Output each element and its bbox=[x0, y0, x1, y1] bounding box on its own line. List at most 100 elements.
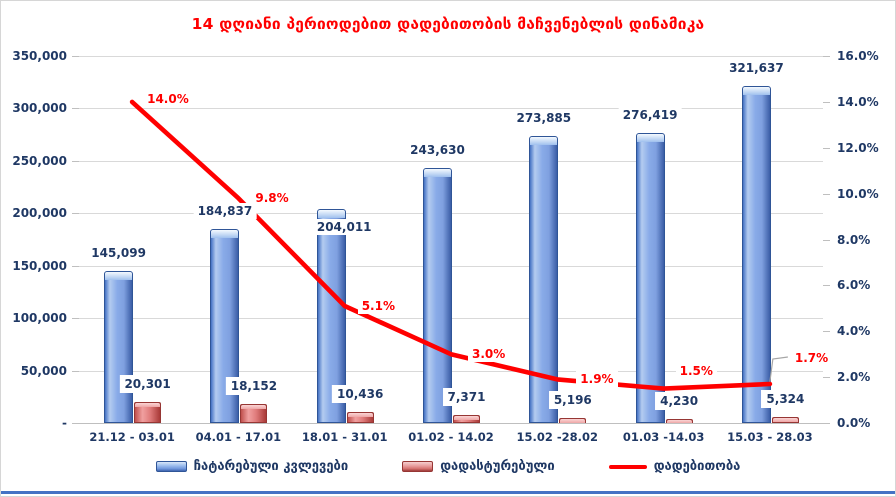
x-axis-label: 01.02 - 14.02 bbox=[408, 430, 494, 444]
y-axis-right-tick-label: 4.0% bbox=[837, 324, 871, 339]
y-axis-right-tick bbox=[823, 239, 830, 241]
bar-value-label: 20,301 bbox=[119, 374, 176, 393]
y-axis-right-tick-label: 6.0% bbox=[837, 278, 871, 293]
y-axis-left-tick-label: 300,000 bbox=[12, 101, 67, 116]
line-point-label: 1.7% bbox=[790, 350, 833, 366]
legend-bar-swatch bbox=[402, 461, 434, 472]
gridline bbox=[79, 108, 823, 110]
bar-confirmed bbox=[346, 412, 374, 423]
y-axis-right-tick bbox=[823, 147, 830, 149]
label-leader-line bbox=[769, 356, 788, 383]
legend-label: დადასტურებული bbox=[440, 459, 555, 474]
bar-value-label: 18,152 bbox=[225, 377, 283, 395]
bar-top-highlight bbox=[347, 413, 373, 418]
bar-confirmed bbox=[559, 417, 587, 423]
bar-top-highlight bbox=[135, 402, 161, 407]
y-axis-right-tick-label: 2.0% bbox=[837, 370, 871, 385]
x-axis-label: 18.01 - 31.01 bbox=[301, 430, 388, 444]
y-axis-right-tick-label: 0.0% bbox=[837, 416, 871, 430]
legend-label: დადებითობა bbox=[653, 459, 741, 474]
y-axis-left-tick-label: 350,000 bbox=[12, 49, 67, 63]
bar-tests bbox=[635, 133, 665, 423]
bar-top-highlight bbox=[105, 271, 133, 280]
bar-top-highlight bbox=[560, 418, 586, 423]
bar-top-highlight bbox=[454, 416, 479, 421]
bar-value-label: 321,637 bbox=[725, 59, 788, 76]
chart-title: 14 დღიანი პერიოდებით დადებითობის მაჩვენე… bbox=[191, 15, 705, 33]
bar-value-label: 273,885 bbox=[512, 109, 576, 126]
gridline bbox=[79, 160, 823, 162]
y-axis-right-tick-label: 10.0% bbox=[837, 186, 879, 201]
bar-top-highlight bbox=[317, 210, 345, 219]
bar-value-label: 276,419 bbox=[618, 107, 682, 124]
bar-confirmed bbox=[665, 418, 693, 424]
y-axis-left-tick bbox=[72, 213, 79, 215]
legend-item: დადასტურებული bbox=[402, 459, 555, 474]
bar-value-label: 4,230 bbox=[655, 391, 704, 410]
y-axis-left-tick bbox=[72, 318, 79, 320]
y-axis-left-tick bbox=[72, 56, 79, 57]
y-axis-right-tick-label: 14.0% bbox=[837, 94, 879, 109]
legend-line-swatch bbox=[608, 464, 647, 469]
bar-top-highlight bbox=[636, 134, 664, 143]
bar-top-highlight bbox=[742, 86, 770, 95]
bar-value-label: 184,837 bbox=[193, 203, 257, 220]
y-axis-right-tick bbox=[823, 56, 830, 57]
y-axis-left-tick bbox=[72, 370, 79, 372]
bar-confirmed bbox=[771, 417, 799, 423]
legend-item: ჩატარებული კვლევები bbox=[155, 459, 349, 474]
line-point-label: 14.0% bbox=[143, 90, 193, 107]
y-axis-left-tick bbox=[72, 160, 79, 162]
y-axis-left-tick-label: - bbox=[62, 416, 67, 430]
y-axis-right-tick bbox=[823, 101, 830, 103]
y-axis-right-tick-label: 8.0% bbox=[837, 232, 871, 247]
bar-top-highlight bbox=[211, 230, 239, 239]
line-point-label: 3.0% bbox=[468, 346, 510, 363]
line-point-label: 1.5% bbox=[675, 362, 717, 379]
y-axis-left-tick bbox=[72, 108, 79, 110]
bar-value-label: 5,196 bbox=[548, 390, 597, 409]
y-axis-left-tick-label: 200,000 bbox=[12, 206, 67, 221]
y-axis-right-tick-label: 16.0% bbox=[837, 49, 879, 63]
y-axis-left-tick bbox=[72, 265, 79, 267]
bar-value-label: 10,436 bbox=[332, 385, 389, 404]
y-axis-right-tick-label: 12.0% bbox=[837, 140, 879, 155]
bar-top-highlight bbox=[241, 405, 267, 409]
bar-tests bbox=[423, 167, 452, 423]
bottom-rule bbox=[1, 491, 895, 494]
bar-tests bbox=[529, 135, 559, 423]
y-axis-left-tick bbox=[72, 423, 79, 424]
bar-value-label: 5,324 bbox=[761, 390, 810, 409]
y-axis-left-tick-label: 50,000 bbox=[20, 363, 67, 378]
line-point-label: 5.1% bbox=[357, 298, 399, 314]
y-axis-left-tick-label: 100,000 bbox=[12, 311, 67, 326]
bar-top-highlight bbox=[530, 136, 558, 145]
x-axis-label: 01.03 -14.03 bbox=[622, 430, 705, 444]
x-axis-label: 04.01 - 17.01 bbox=[195, 430, 282, 444]
y-axis-left-tick-label: 150,000 bbox=[12, 258, 67, 273]
gridline bbox=[79, 56, 823, 57]
y-axis-right-tick bbox=[823, 331, 830, 333]
bar-value-label: 204,011 bbox=[312, 219, 376, 236]
bar-value-label: 145,099 bbox=[87, 244, 150, 261]
line-point-label: 1.9% bbox=[576, 371, 618, 388]
legend-label: ჩატარებული კვლევები bbox=[193, 459, 349, 474]
y-axis-right-tick bbox=[823, 285, 830, 287]
bar-confirmed bbox=[134, 401, 162, 423]
y-axis-left-tick-label: 250,000 bbox=[12, 153, 67, 168]
x-axis-label: 15.03 - 28.03 bbox=[727, 430, 813, 444]
legend-bar-swatch bbox=[155, 461, 187, 472]
line-point-label: 9.8% bbox=[251, 190, 293, 207]
gridline bbox=[79, 423, 823, 424]
legend-item: დადებითობა bbox=[608, 459, 741, 474]
legend: ჩატარებული კვლევები დადასტურებული დადებითო… bbox=[1, 459, 895, 474]
x-axis-label: 21.12 - 03.01 bbox=[89, 430, 175, 444]
bar-tests bbox=[741, 85, 771, 423]
bar-tests bbox=[104, 270, 134, 423]
bar-top-highlight bbox=[424, 168, 451, 177]
bar-confirmed bbox=[240, 404, 268, 423]
bar-value-label: 7,371 bbox=[442, 388, 491, 407]
bar-top-highlight bbox=[772, 418, 798, 423]
x-axis-label: 15.02 -28.02 bbox=[516, 430, 599, 444]
